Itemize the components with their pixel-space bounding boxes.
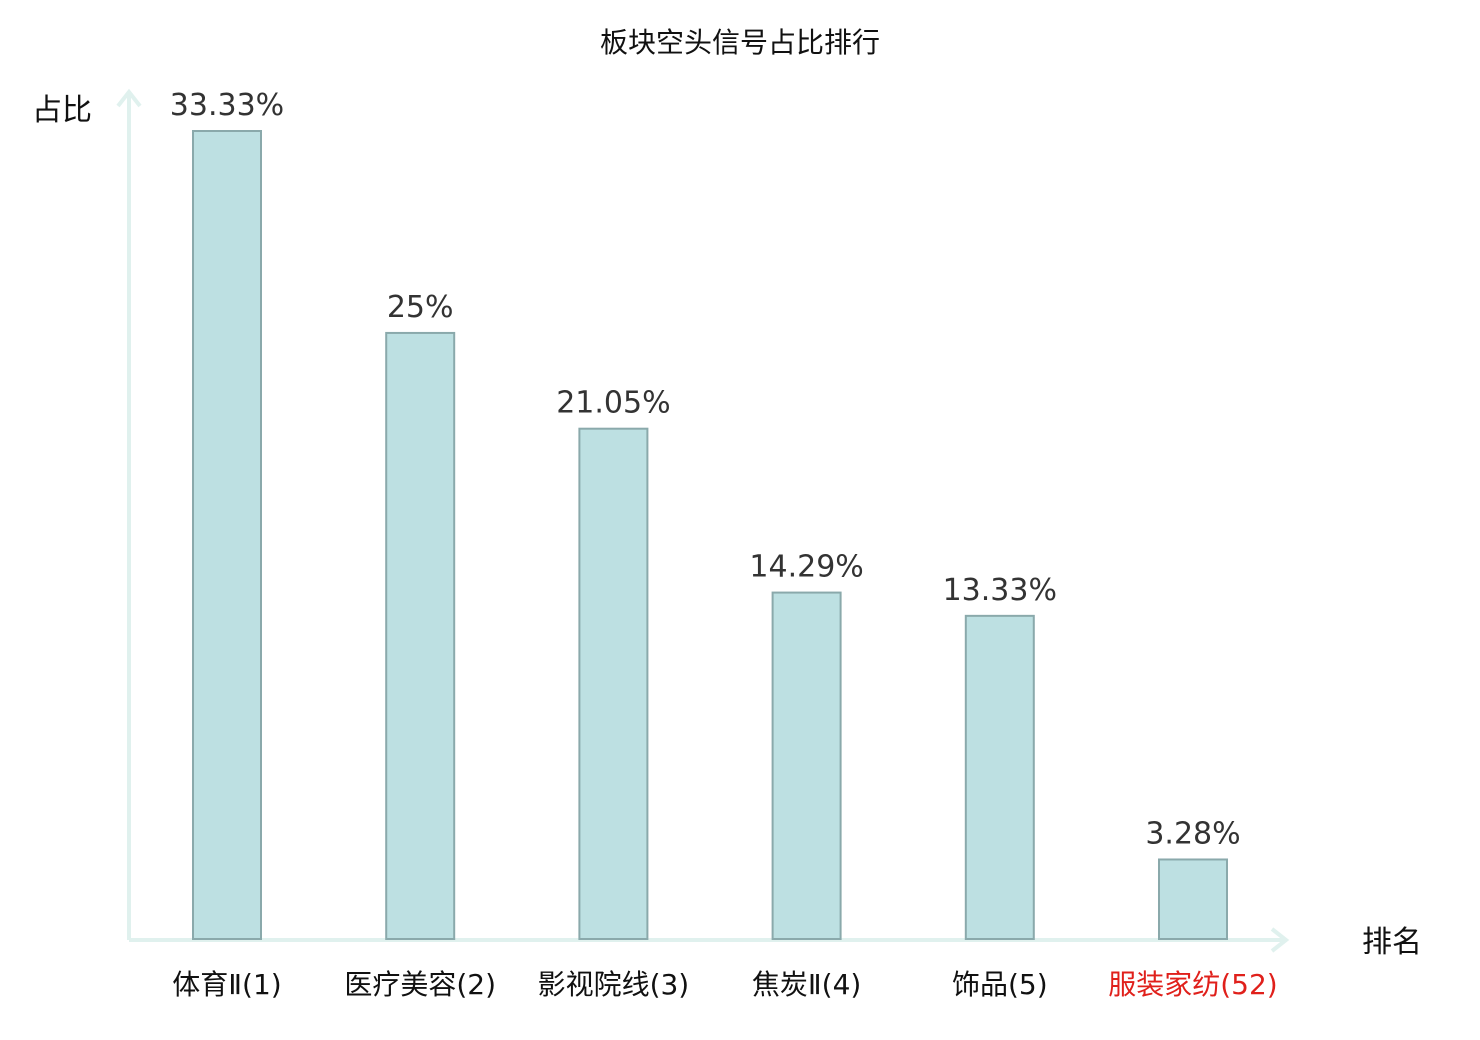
x-axis-arrow bbox=[1270, 927, 1290, 953]
category-labels: 体育Ⅱ(1) 医疗美容(2) 影视院线(3) 焦炭Ⅱ(4) 饰品(5) 服装家纺(52) bbox=[172, 968, 1277, 1001]
bar bbox=[578, 427, 649, 940]
category-tick-label: 焦炭Ⅱ(4) bbox=[752, 968, 861, 1001]
bar-value-label: 25% bbox=[387, 290, 454, 325]
category-tick-label: 体育Ⅱ(1) bbox=[172, 968, 281, 1001]
bar bbox=[771, 591, 842, 940]
category-tick-label: 饰品(5) bbox=[952, 968, 1048, 1001]
category-tick-label: 影视院线(3) bbox=[538, 968, 690, 1001]
bar bbox=[192, 130, 262, 940]
bar-value-label: 21.05% bbox=[556, 386, 670, 421]
bars bbox=[192, 130, 1228, 941]
axes bbox=[116, 88, 1290, 953]
bar-value-label: 33.33% bbox=[170, 88, 284, 123]
bar bbox=[1158, 858, 1228, 941]
category-tick-label: 医疗美容(2) bbox=[344, 968, 496, 1001]
bar bbox=[385, 331, 456, 940]
bar bbox=[964, 614, 1035, 941]
y-axis-title: 占比 bbox=[32, 93, 92, 128]
x-axis-title: 排名 bbox=[1362, 925, 1422, 960]
chart-title: 板块空头信号占比排行 bbox=[600, 26, 880, 59]
bar-value-label: 3.28% bbox=[1145, 816, 1240, 851]
bar-value-label: 14.29% bbox=[749, 550, 863, 585]
category-tick-label: 服装家纺(52) bbox=[1108, 968, 1277, 1001]
bar-value-label: 13.33% bbox=[943, 573, 1057, 608]
y-axis-arrow bbox=[116, 88, 142, 108]
value-labels: 33.33% 25% 21.05% 14.29% 13.33% 3.28% bbox=[170, 88, 1241, 851]
